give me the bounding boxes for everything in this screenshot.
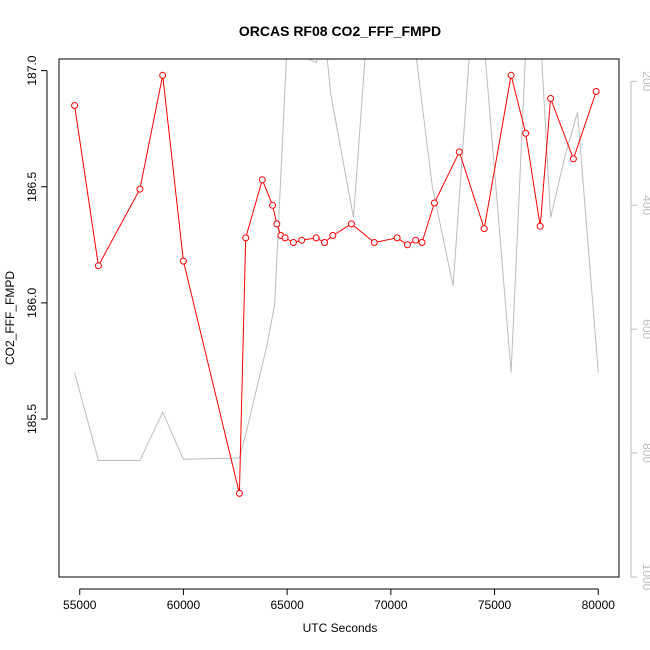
- primary-series-point: [235, 489, 243, 497]
- primary-series-point: [412, 236, 420, 244]
- x-tick-label: 80000: [582, 598, 616, 612]
- primary-series-point: [507, 71, 515, 79]
- y2-tick-label: 1000: [640, 564, 650, 591]
- primary-series-point: [269, 201, 277, 209]
- secondary-series-layer: [74, 59, 599, 461]
- primary-series-point: [281, 234, 289, 242]
- y-tick-label: 186.5: [25, 171, 39, 201]
- y2-tick-label: 400: [640, 195, 650, 215]
- primary-series-point: [592, 88, 600, 95]
- x-tick-label: 75000: [478, 598, 512, 612]
- y-tick-label: 185.5: [25, 404, 39, 434]
- primary-series-point: [298, 236, 306, 244]
- primary-series-point: [547, 95, 555, 102]
- plot-frame: [58, 58, 620, 578]
- x-tick-label: 70000: [374, 598, 408, 612]
- primary-series-point: [418, 239, 426, 246]
- y-axis-label: CO2_FFF_FMPD: [3, 271, 17, 365]
- axes-layer: 55000 60000 65000 70000 75000 80000 185.5 186.0…: [25, 55, 650, 612]
- chart-title: ORCAS RF08 CO2_FFF_FMPD: [239, 23, 441, 39]
- primary-series-point: [242, 234, 250, 242]
- x-tick-label: 65000: [270, 598, 304, 612]
- primary-series-point: [393, 234, 401, 242]
- y-tick-label: 186.0: [25, 288, 39, 318]
- primary-series-point: [273, 220, 281, 228]
- secondary-series-line: [74, 59, 599, 461]
- x-axis-label: UTC Seconds: [303, 621, 378, 635]
- primary-series-point: [569, 155, 577, 163]
- primary-series-point: [136, 185, 144, 193]
- y2-tick-label: 200: [640, 71, 650, 91]
- primary-series-point: [94, 262, 102, 270]
- primary-series-point: [370, 239, 378, 246]
- primary-series-point: [312, 234, 320, 242]
- primary-series-line: [74, 75, 597, 494]
- primary-series-point: [329, 232, 337, 239]
- primary-series-point: [455, 148, 463, 156]
- primary-series-point: [321, 239, 328, 246]
- y2-tick-label: 800: [640, 443, 650, 463]
- x-tick-label: 55000: [63, 598, 97, 612]
- primary-series-point: [71, 102, 79, 109]
- primary-series-layer: [71, 71, 600, 497]
- primary-series-point: [258, 176, 266, 184]
- primary-series-point: [347, 220, 355, 228]
- y-tick-label: 187.0: [25, 55, 39, 85]
- y2-tick-label: 600: [640, 319, 650, 339]
- primary-series-point: [522, 129, 530, 137]
- primary-series-point: [159, 71, 167, 79]
- x-tick-label: 60000: [167, 598, 201, 612]
- primary-series-point: [179, 257, 187, 265]
- primary-series-point: [403, 241, 411, 249]
- primary-series-point: [430, 199, 438, 207]
- primary-series-point: [289, 239, 297, 246]
- primary-series-point: [480, 225, 488, 233]
- primary-series-point: [536, 222, 544, 230]
